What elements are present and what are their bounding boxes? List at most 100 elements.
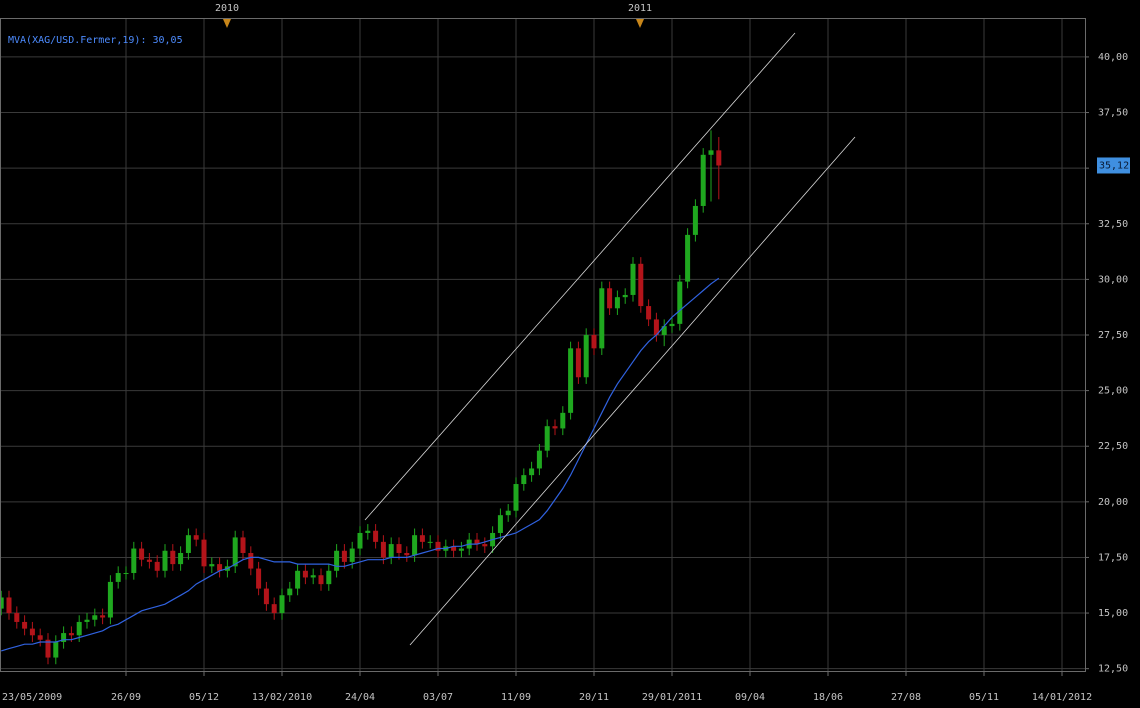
candle-body [583, 334, 589, 378]
year-label: 2011 [628, 3, 652, 14]
candle-body [560, 412, 566, 429]
candle-body [451, 546, 457, 551]
candle-body [326, 570, 332, 585]
candle-body [123, 573, 129, 575]
candle-body [76, 621, 82, 636]
candle-body [139, 548, 145, 560]
y-tick-label: 15,00 [1098, 608, 1128, 619]
x-tick-label: 05/12 [189, 692, 219, 703]
y-tick-label: 22,50 [1098, 441, 1128, 452]
candle-body [365, 530, 371, 533]
candle-body [240, 537, 246, 553]
trend-line [409, 136, 856, 646]
year-marker [636, 19, 644, 28]
candle-body [341, 550, 347, 562]
plot-border [0, 18, 1086, 672]
candle-body [318, 575, 324, 585]
x-tick-label: 05/11 [969, 692, 999, 703]
candle-body [6, 597, 12, 614]
y-tick-label: 40,00 [1098, 52, 1128, 63]
candle-body [396, 544, 402, 553]
candle-body [131, 548, 137, 574]
x-tick-label: 09/04 [735, 692, 765, 703]
year-label: 2010 [215, 3, 239, 14]
last-price-box [1097, 157, 1130, 174]
x-tick-label: 23/05/2009 [2, 692, 62, 703]
candle-body [505, 510, 511, 516]
candle-body [677, 281, 683, 324]
candle-body [92, 615, 98, 620]
x-tick-label: 11/09 [501, 692, 531, 703]
y-tick-label: 17,50 [1098, 552, 1128, 563]
candle-body [14, 613, 20, 622]
x-tick-label: 26/09 [111, 692, 141, 703]
candle-body [607, 288, 613, 309]
y-tick-label: 25,00 [1098, 386, 1128, 397]
y-tick-label: 12,50 [1098, 664, 1128, 675]
candle-body [68, 633, 74, 636]
candle-body [29, 628, 35, 636]
candle-body [0, 597, 4, 609]
x-tick-label: 13/02/2010 [252, 692, 312, 703]
candle-body [185, 535, 191, 553]
candle-body [302, 570, 308, 578]
candle-body [638, 263, 644, 307]
candle-body [178, 552, 184, 565]
candle-body [568, 348, 574, 413]
candle-body [373, 530, 379, 542]
candle-body [53, 641, 59, 658]
candle-body [380, 541, 386, 558]
y-tick-label: 30,00 [1098, 274, 1128, 285]
candle-body [256, 568, 262, 589]
candle-body [716, 150, 722, 166]
candle-body [271, 604, 277, 614]
candle-body [630, 263, 636, 295]
candle-body [107, 581, 113, 618]
candle-body [513, 484, 519, 511]
axes: 12,50 15,00 17,50 20,00 22,50 25,00 27,50 30,00… [2, 3, 1130, 703]
candle-body [193, 535, 199, 540]
candle-body [154, 561, 160, 571]
candle-body [669, 323, 675, 327]
candle-body [521, 475, 527, 485]
candle-body [552, 426, 558, 429]
y-tick-label: 37,50 [1098, 108, 1128, 119]
candle-body [529, 468, 535, 476]
candle-body [232, 537, 238, 567]
candle-body [497, 515, 503, 533]
candle-body [388, 544, 394, 558]
x-tick-label: 03/07 [423, 692, 453, 703]
candle-body [22, 621, 28, 629]
candle-body [544, 426, 550, 451]
candle-body [700, 154, 706, 206]
candle-body [653, 319, 659, 335]
candle-body [474, 539, 480, 545]
candle-body [646, 306, 652, 320]
candle-body [115, 573, 121, 582]
candle-body [100, 615, 106, 618]
x-tick-label: 27/08 [891, 692, 921, 703]
candle-body [217, 564, 223, 571]
candle-body [661, 326, 667, 335]
y-tick-label: 20,00 [1098, 497, 1128, 508]
candle-body [458, 548, 464, 551]
candle-body [84, 619, 90, 622]
candle-body [692, 205, 698, 235]
trend-line [364, 32, 796, 521]
x-tick-label: 14/01/2012 [1032, 692, 1092, 703]
x-tick-label: 24/04 [345, 692, 375, 703]
candle-body [334, 550, 340, 571]
candle-body [45, 639, 51, 658]
candle-body [287, 588, 293, 596]
candle-body [310, 575, 316, 578]
candle-body [708, 150, 714, 155]
candle-body [404, 552, 410, 556]
candle-body [614, 297, 620, 309]
candle-body [622, 294, 628, 298]
candle-body [146, 559, 152, 562]
candle-body [412, 535, 418, 556]
candle-body [536, 450, 542, 469]
y-tick-label: 27,50 [1098, 330, 1128, 341]
y-tick-label: 32,50 [1098, 219, 1128, 230]
